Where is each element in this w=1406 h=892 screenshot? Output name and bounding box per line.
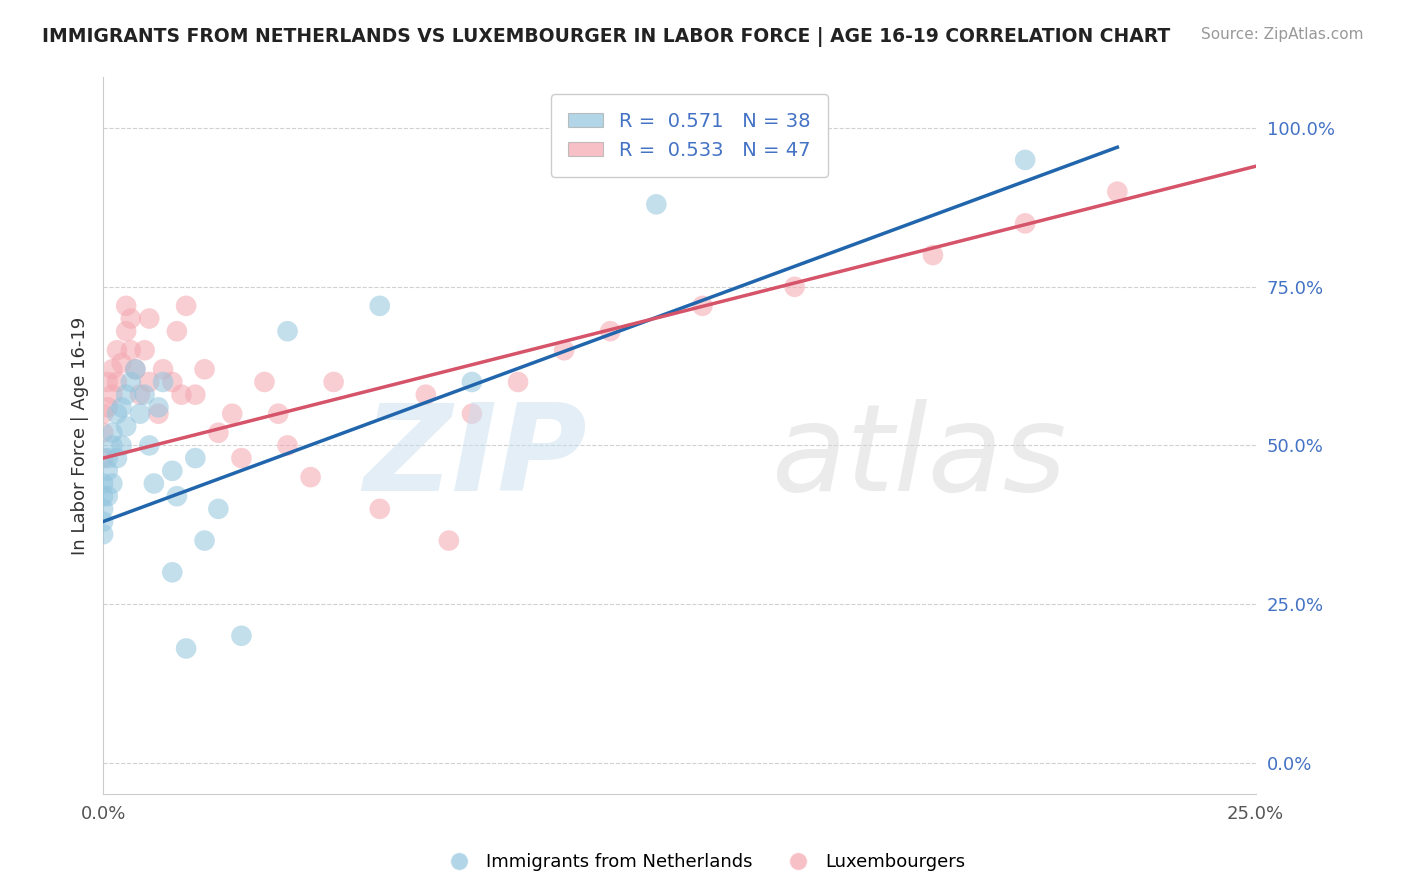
- Point: [152, 375, 174, 389]
- Point: [231, 629, 253, 643]
- Point: [97, 401, 120, 415]
- Point: [415, 387, 437, 401]
- Point: [138, 311, 160, 326]
- Point: [152, 362, 174, 376]
- Point: [110, 401, 132, 415]
- Point: [322, 375, 344, 389]
- Legend: R =  0.571   N = 38, R =  0.533   N = 47: R = 0.571 N = 38, R = 0.533 N = 47: [551, 95, 828, 177]
- Point: [148, 407, 170, 421]
- Point: [105, 343, 128, 358]
- Point: [166, 324, 188, 338]
- Point: [599, 324, 621, 338]
- Point: [922, 248, 945, 262]
- Point: [368, 501, 391, 516]
- Point: [101, 362, 124, 376]
- Point: [97, 451, 120, 466]
- Point: [162, 566, 184, 580]
- Point: [91, 425, 114, 440]
- Point: [184, 451, 207, 466]
- Point: [162, 464, 184, 478]
- Point: [110, 438, 132, 452]
- Point: [170, 387, 193, 401]
- Point: [101, 387, 124, 401]
- Point: [105, 451, 128, 466]
- Point: [120, 311, 142, 326]
- Point: [105, 375, 128, 389]
- Point: [174, 299, 197, 313]
- Point: [231, 451, 253, 466]
- Point: [207, 425, 229, 440]
- Legend: Immigrants from Netherlands, Luxembourgers: Immigrants from Netherlands, Luxembourge…: [434, 847, 972, 879]
- Point: [97, 464, 120, 478]
- Point: [207, 501, 229, 516]
- Point: [91, 476, 114, 491]
- Point: [368, 299, 391, 313]
- Point: [299, 470, 322, 484]
- Point: [437, 533, 460, 548]
- Text: ZIP: ZIP: [363, 399, 588, 516]
- Point: [115, 299, 138, 313]
- Point: [148, 401, 170, 415]
- Point: [120, 375, 142, 389]
- Point: [91, 527, 114, 541]
- Point: [166, 489, 188, 503]
- Point: [277, 324, 299, 338]
- Point: [124, 362, 146, 376]
- Point: [110, 356, 132, 370]
- Point: [129, 407, 152, 421]
- Point: [783, 280, 806, 294]
- Point: [461, 375, 484, 389]
- Point: [91, 407, 114, 421]
- Point: [1014, 153, 1036, 167]
- Point: [267, 407, 290, 421]
- Point: [101, 438, 124, 452]
- Point: [120, 343, 142, 358]
- Point: [506, 375, 529, 389]
- Point: [645, 197, 668, 211]
- Point: [162, 375, 184, 389]
- Point: [142, 476, 165, 491]
- Point: [1107, 185, 1129, 199]
- Point: [138, 375, 160, 389]
- Point: [184, 387, 207, 401]
- Point: [134, 387, 156, 401]
- Point: [97, 375, 120, 389]
- Point: [134, 343, 156, 358]
- Point: [553, 343, 575, 358]
- Text: atlas: atlas: [772, 399, 1067, 516]
- Point: [277, 438, 299, 452]
- Point: [253, 375, 276, 389]
- Point: [174, 641, 197, 656]
- Text: Source: ZipAtlas.com: Source: ZipAtlas.com: [1201, 27, 1364, 42]
- Point: [692, 299, 714, 313]
- Point: [105, 407, 128, 421]
- Point: [115, 324, 138, 338]
- Point: [91, 489, 114, 503]
- Point: [461, 407, 484, 421]
- Point: [97, 489, 120, 503]
- Point: [193, 533, 215, 548]
- Point: [91, 501, 114, 516]
- Point: [221, 407, 243, 421]
- Point: [115, 419, 138, 434]
- Point: [91, 515, 114, 529]
- Point: [91, 451, 114, 466]
- Point: [115, 387, 138, 401]
- Y-axis label: In Labor Force | Age 16-19: In Labor Force | Age 16-19: [72, 317, 89, 555]
- Point: [124, 362, 146, 376]
- Point: [101, 476, 124, 491]
- Point: [1014, 216, 1036, 230]
- Text: IMMIGRANTS FROM NETHERLANDS VS LUXEMBOURGER IN LABOR FORCE | AGE 16-19 CORRELATI: IMMIGRANTS FROM NETHERLANDS VS LUXEMBOUR…: [42, 27, 1170, 46]
- Point: [193, 362, 215, 376]
- Point: [101, 425, 124, 440]
- Point: [129, 387, 152, 401]
- Point: [138, 438, 160, 452]
